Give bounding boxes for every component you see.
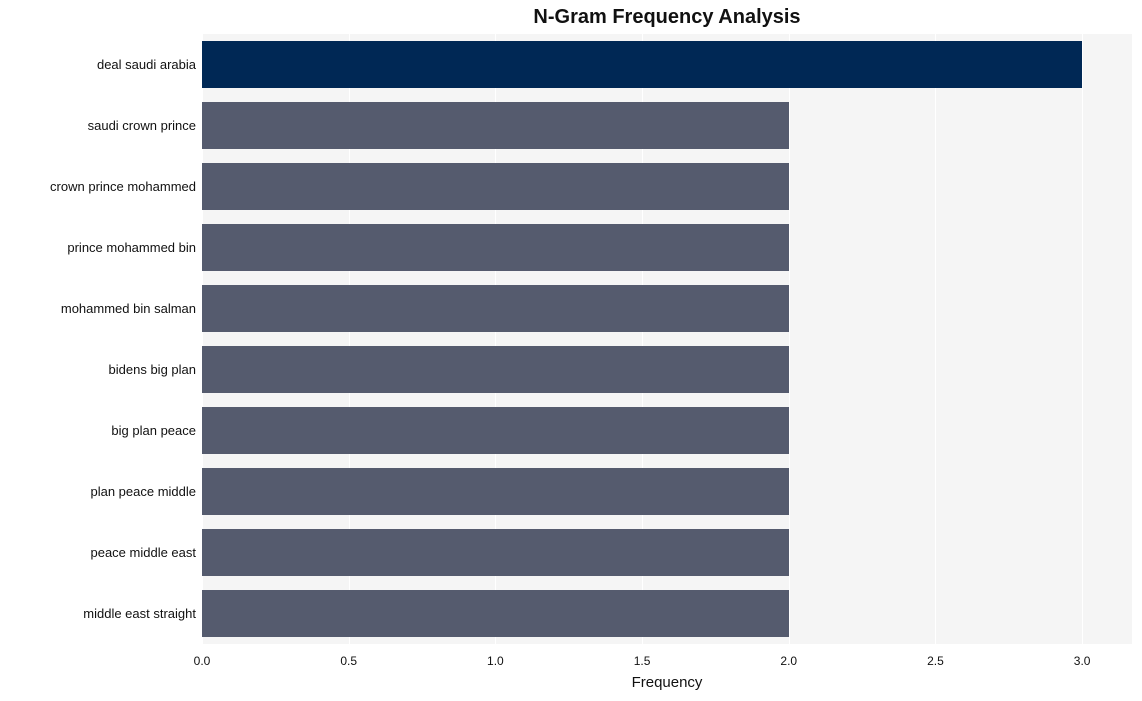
y-tick-label: peace middle east [90,545,196,560]
bar [202,102,789,150]
x-tick-label: 2.0 [780,654,797,668]
bar [202,468,789,516]
x-axis-label: Frequency [202,674,1132,691]
x-tick-label: 2.5 [927,654,944,668]
bar [202,285,789,333]
bar [202,529,789,577]
x-tick-label: 1.5 [634,654,651,668]
bar [202,41,1082,89]
y-tick-label: deal saudi arabia [97,57,196,72]
x-tick-label: 3.0 [1074,654,1091,668]
y-tick-label: mohammed bin salman [61,301,196,316]
bar [202,224,789,272]
chart-container: N-Gram Frequency Analysis deal saudi ara… [0,0,1142,701]
y-tick-label: big plan peace [111,423,196,438]
y-tick-label: crown prince mohammed [50,179,196,194]
x-tick-label: 0.5 [340,654,357,668]
bar [202,407,789,455]
bar [202,346,789,394]
x-tick-label: 1.0 [487,654,504,668]
bar [202,590,789,638]
x-tick-label: 0.0 [194,654,211,668]
bar [202,163,789,211]
plot-area [202,34,1132,644]
y-tick-label: bidens big plan [109,362,196,377]
chart-title: N-Gram Frequency Analysis [202,6,1132,29]
y-tick-label: plan peace middle [90,484,196,499]
y-tick-label: saudi crown prince [88,118,196,133]
y-tick-label: middle east straight [83,606,196,621]
y-tick-label: prince mohammed bin [67,240,196,255]
